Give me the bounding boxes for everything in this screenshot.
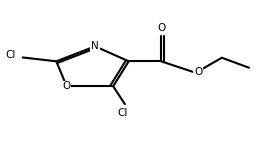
Text: O: O [194,67,202,77]
Text: O: O [62,81,71,91]
Text: O: O [157,23,165,34]
Text: Cl: Cl [117,108,127,118]
Text: Cl: Cl [6,50,16,60]
Text: N: N [91,41,99,51]
